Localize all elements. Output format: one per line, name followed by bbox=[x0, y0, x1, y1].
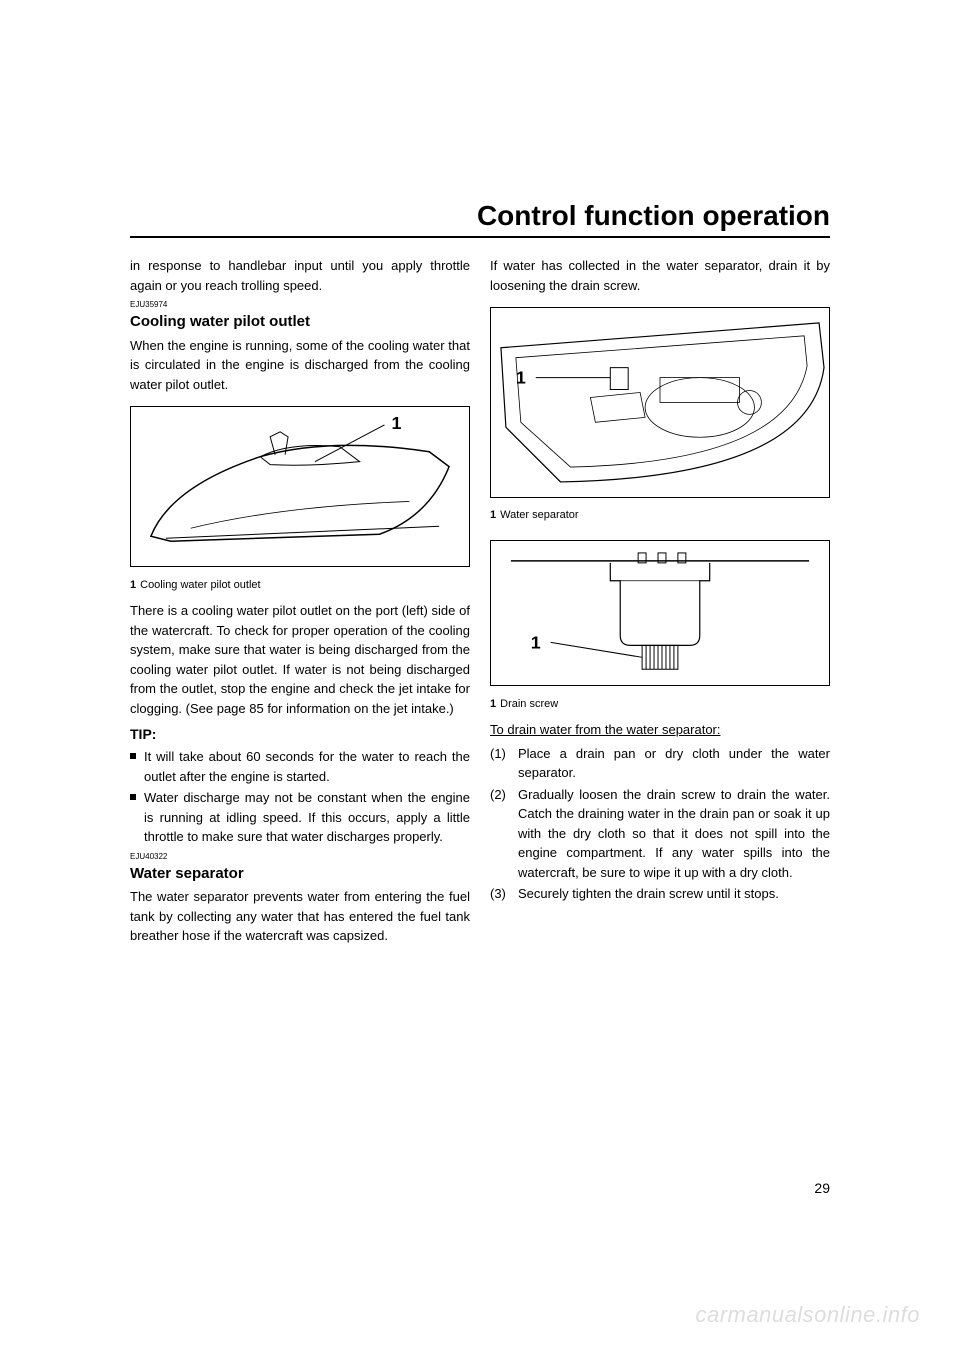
reference-code: EJU35974 bbox=[130, 299, 470, 311]
caption-text: Drain screw bbox=[500, 698, 558, 710]
separator-paragraph: The water separator prevents water from … bbox=[130, 887, 470, 946]
figure-caption-1: 1 Cooling water pilot outlet bbox=[130, 577, 470, 594]
procedure-step: (3) Securely tighten the drain screw unt… bbox=[490, 884, 830, 904]
figure-engine-bay: 1 bbox=[490, 307, 830, 498]
cooling-paragraph-2: There is a cooling water pilot outlet on… bbox=[130, 601, 470, 718]
step-number: (3) bbox=[490, 884, 518, 904]
step-number: (2) bbox=[490, 785, 518, 883]
separator-intro: If water has collected in the water sepa… bbox=[490, 256, 830, 295]
figure-watercraft-side: 1 bbox=[130, 406, 470, 567]
figure-caption-drain: 1 Drain screw bbox=[490, 696, 830, 713]
cooling-paragraph-1: When the engine is running, some of the … bbox=[130, 336, 470, 395]
caption-number: 1 bbox=[490, 698, 496, 710]
tip-heading: TIP: bbox=[130, 724, 470, 745]
step-number: (1) bbox=[490, 744, 518, 783]
figure-caption-separator: 1 Water separator bbox=[490, 507, 830, 524]
figure-callout-1: 1 bbox=[391, 413, 401, 433]
section-heading-separator: Water separator bbox=[130, 863, 470, 886]
tip-item: Water discharge may not be constant when… bbox=[130, 788, 470, 847]
figure-drain-screw: 1 bbox=[490, 540, 830, 686]
procedure-heading: To drain water from the water separator: bbox=[490, 720, 830, 740]
two-column-layout: in response to handlebar input until you… bbox=[130, 256, 830, 950]
page-number: 29 bbox=[814, 1180, 830, 1196]
page-content: Control function operation in response t… bbox=[130, 200, 830, 950]
left-column: in response to handlebar input until you… bbox=[130, 256, 470, 950]
right-column: If water has collected in the water sepa… bbox=[490, 256, 830, 950]
step-text: Gradually loosen the drain screw to drai… bbox=[518, 785, 830, 883]
procedure-step: (2) Gradually loosen the drain screw to … bbox=[490, 785, 830, 883]
step-text: Securely tighten the drain screw until i… bbox=[518, 884, 830, 904]
watermark: carmanualsonline.info bbox=[695, 1302, 920, 1328]
caption-number: 1 bbox=[490, 509, 496, 521]
caption-number: 1 bbox=[130, 579, 136, 591]
figure-callout-1: 1 bbox=[516, 368, 526, 388]
step-text: Place a drain pan or dry cloth under the… bbox=[518, 744, 830, 783]
procedure-step: (1) Place a drain pan or dry cloth under… bbox=[490, 744, 830, 783]
tip-item: It will take about 60 seconds for the wa… bbox=[130, 747, 470, 786]
procedure-list: (1) Place a drain pan or dry cloth under… bbox=[490, 744, 830, 904]
reference-code: EJU40322 bbox=[130, 851, 470, 863]
intro-paragraph: in response to handlebar input until you… bbox=[130, 256, 470, 295]
tip-list: It will take about 60 seconds for the wa… bbox=[130, 747, 470, 847]
caption-text: Water separator bbox=[500, 509, 578, 521]
caption-text: Cooling water pilot outlet bbox=[140, 579, 260, 591]
figure-callout-1: 1 bbox=[531, 632, 541, 652]
chapter-title: Control function operation bbox=[130, 200, 830, 238]
section-heading-cooling: Cooling water pilot outlet bbox=[130, 311, 470, 334]
